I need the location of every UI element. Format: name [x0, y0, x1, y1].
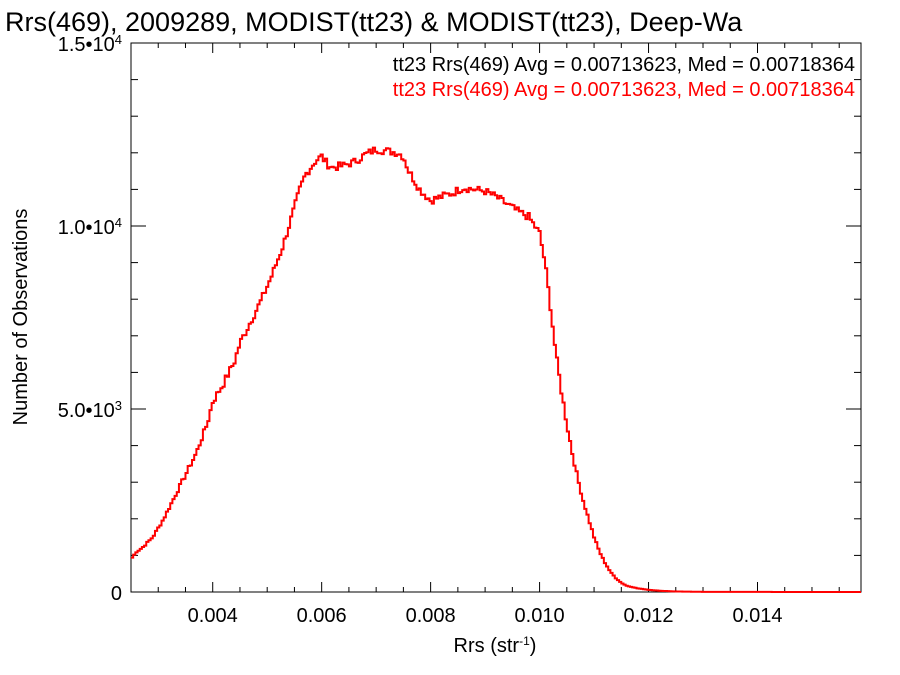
x-axis-tick-labels: 0.004 0.006 0.008 0.010 0.012 0.014: [188, 605, 783, 627]
histogram-series-line: [131, 146, 861, 593]
y-tick-label: 5.0•103: [58, 398, 122, 423]
x-tick-label: 0.006: [297, 605, 347, 627]
x-axis-label: Rrs (str-1): [454, 634, 537, 657]
y-tick-label: 1.0•104: [58, 215, 122, 240]
x-axis-ticks: [157, 43, 840, 592]
y-tick-label: 0: [111, 583, 122, 605]
legend: tt23 Rrs(469) Avg = 0.00713623, Med = 0.…: [393, 54, 855, 101]
x-tick-label: 0.004: [188, 605, 238, 627]
x-tick-label: 0.014: [732, 605, 782, 627]
plot-frame: [130, 42, 862, 593]
x-tick-label: 0.010: [515, 605, 565, 627]
chart-title: Rrs(469), 2009289, MODIST(tt23) & MODIST…: [5, 7, 743, 37]
y-axis-label: Number of Observations: [10, 209, 32, 426]
legend-entry: tt23 Rrs(469) Avg = 0.00713623, Med = 0.…: [393, 79, 855, 101]
x-tick-label: 0.012: [624, 605, 674, 627]
y-tick-label: 1.5•104: [58, 32, 122, 57]
y-axis-tick-labels: 0 5.0•103 1.0•104 1.5•104: [58, 32, 122, 606]
y-axis-ticks: [131, 42, 861, 593]
x-tick-label: 0.008: [406, 605, 456, 627]
legend-entry: tt23 Rrs(469) Avg = 0.00713623, Med = 0.…: [393, 54, 855, 76]
